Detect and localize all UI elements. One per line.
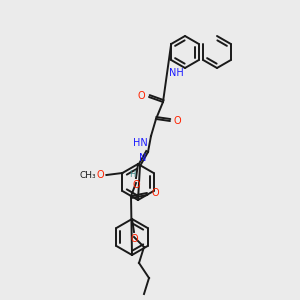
Text: O: O	[137, 91, 145, 101]
Text: H: H	[130, 170, 136, 179]
Text: O: O	[151, 188, 159, 198]
Text: NH: NH	[169, 68, 184, 78]
Text: CH₃: CH₃	[80, 170, 96, 179]
Text: O: O	[174, 116, 182, 126]
Text: O: O	[132, 180, 140, 190]
Text: HN: HN	[133, 138, 148, 148]
Text: O: O	[130, 234, 138, 244]
Text: O: O	[97, 170, 104, 180]
Text: N: N	[139, 153, 146, 163]
